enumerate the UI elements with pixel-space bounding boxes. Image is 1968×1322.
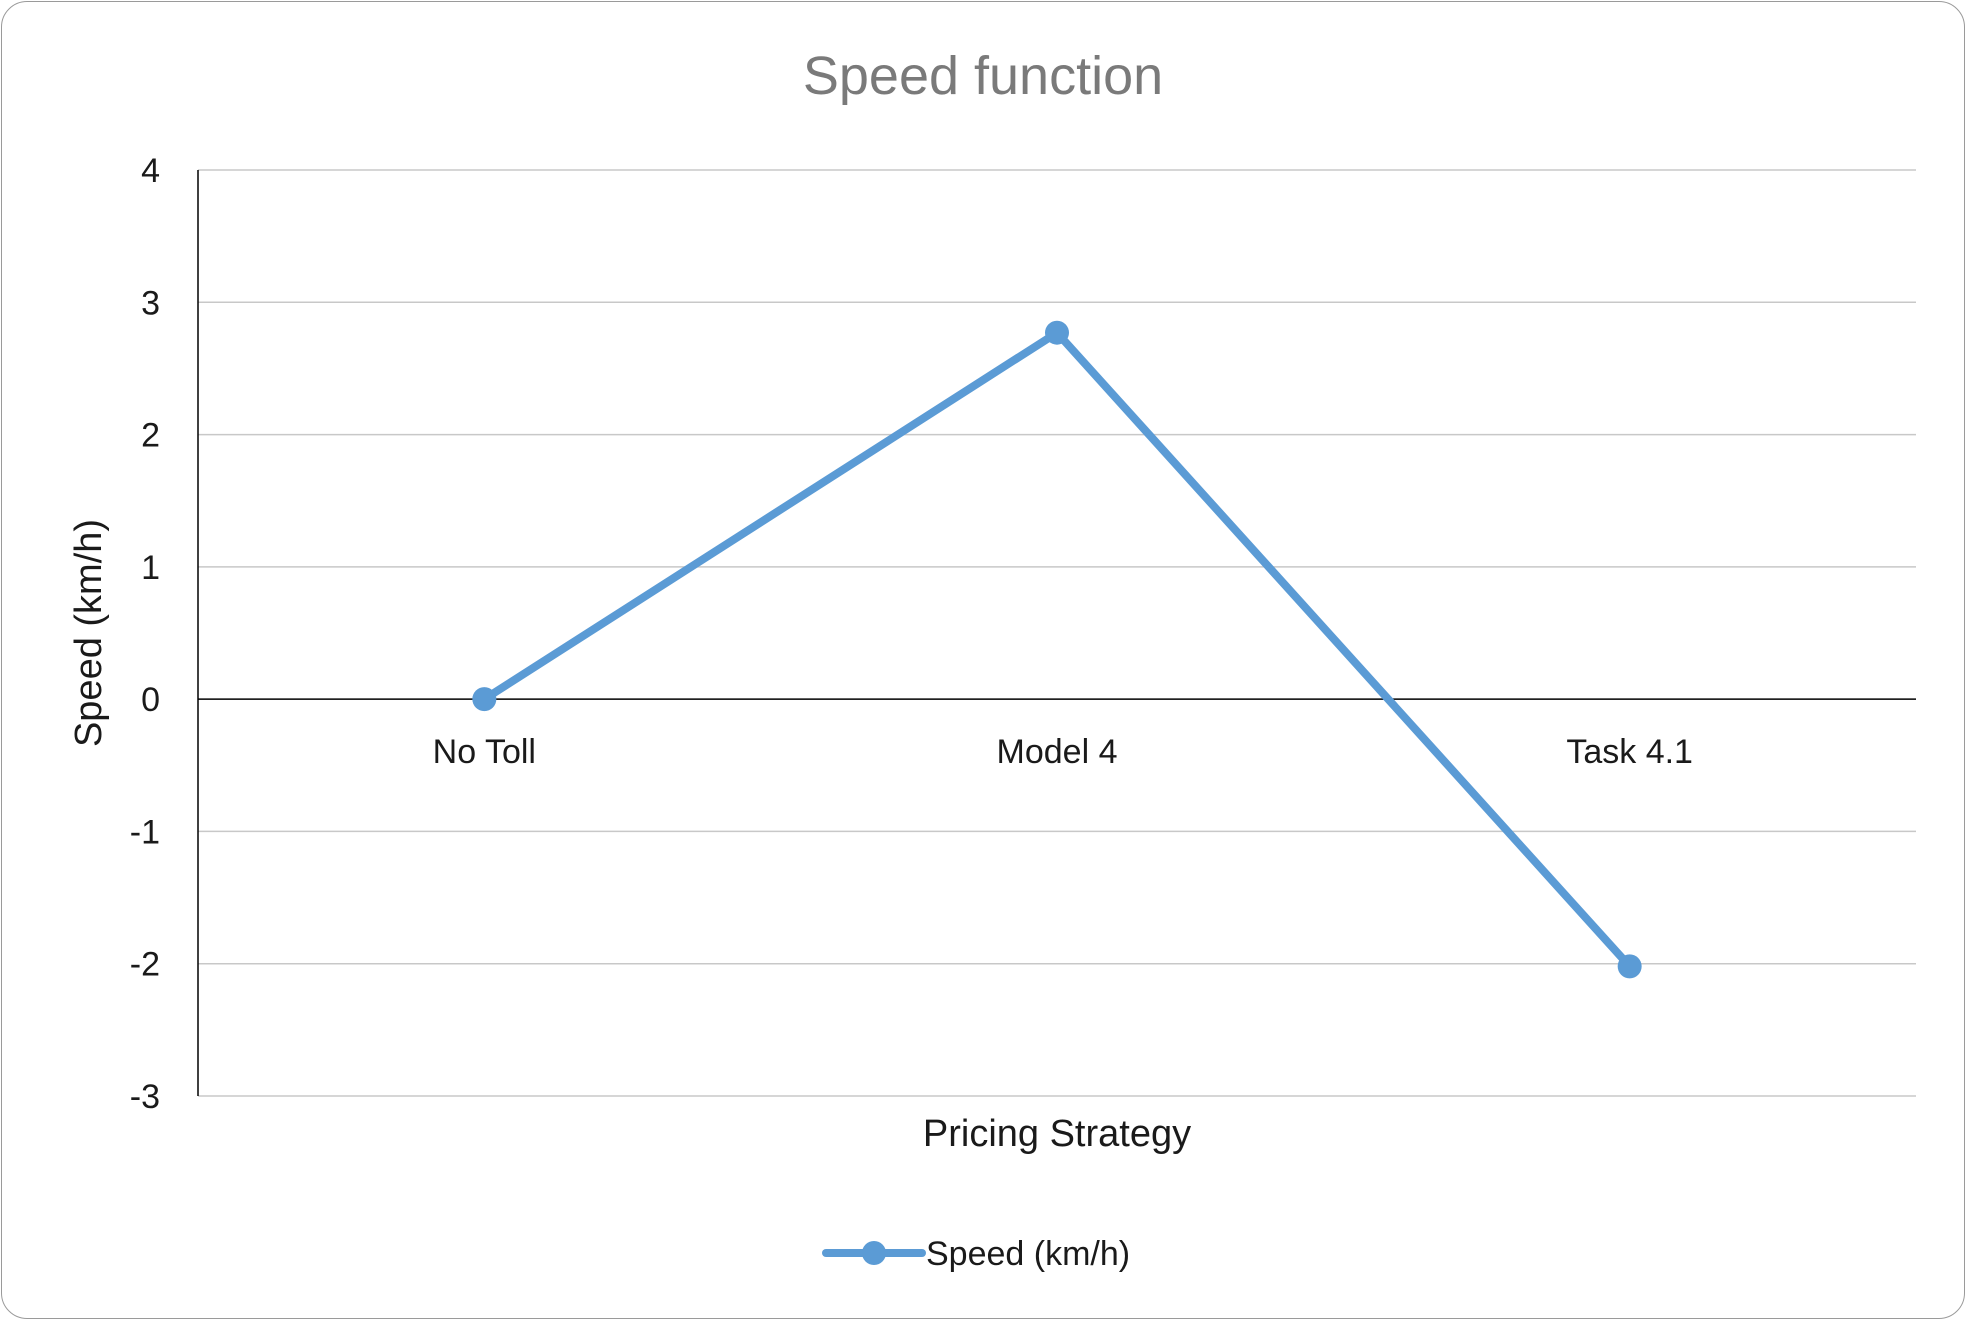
y-axis-title: Speed (km/h) <box>68 519 110 747</box>
y-tick-label: 2 <box>141 417 160 455</box>
y-tick-label: 4 <box>141 152 160 190</box>
data-point <box>1045 320 1069 345</box>
series-line <box>480 328 1634 971</box>
x-axis-title: Pricing Strategy <box>923 1113 1191 1155</box>
legend: Speed (km/h) <box>822 1235 1130 1273</box>
series-speed <box>472 320 1642 979</box>
y-tick-label: 0 <box>141 681 160 719</box>
y-tick-label: 1 <box>141 549 160 587</box>
gridlines <box>198 169 1916 1097</box>
legend-series-marker <box>862 1241 886 1265</box>
y-tick-label: 3 <box>141 284 160 322</box>
x-axis-category-labels: No Toll Model 4 Task 4.1 <box>433 733 1693 771</box>
x-tick-label: No Toll <box>433 733 536 771</box>
data-point <box>1617 954 1642 979</box>
x-tick-label: Task 4.1 <box>1566 733 1693 771</box>
data-point <box>472 687 497 712</box>
legend-series-label: Speed (km/h) <box>926 1235 1130 1273</box>
y-axis-ticks: 4 3 2 1 0 -1 -2 -3 <box>130 152 160 1116</box>
x-tick-label: Model 4 <box>997 733 1118 771</box>
y-tick-label: -2 <box>130 946 160 984</box>
y-tick-label: -3 <box>130 1078 160 1116</box>
y-tick-label: -1 <box>130 813 160 851</box>
chart-title: Speed function <box>803 46 1163 106</box>
